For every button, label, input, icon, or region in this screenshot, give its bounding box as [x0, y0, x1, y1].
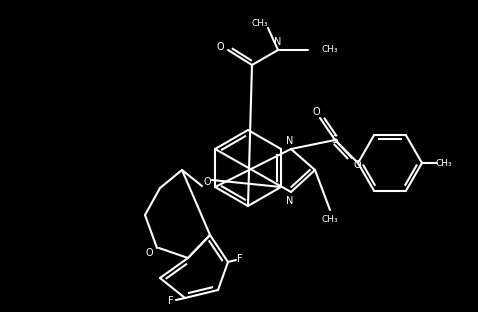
Text: O: O	[145, 248, 153, 258]
Text: O: O	[353, 160, 361, 170]
Text: O: O	[203, 177, 211, 187]
Text: N: N	[274, 37, 282, 47]
Text: CH₃: CH₃	[322, 215, 338, 223]
Text: O: O	[216, 42, 224, 52]
Text: O: O	[312, 107, 320, 117]
Text: CH₃: CH₃	[252, 18, 268, 27]
Text: CH₃: CH₃	[435, 158, 452, 168]
Text: F: F	[168, 296, 174, 306]
Text: N: N	[286, 136, 293, 146]
Text: N: N	[286, 196, 293, 206]
Text: CH₃: CH₃	[322, 46, 338, 55]
Text: S: S	[332, 135, 338, 145]
Text: F: F	[237, 254, 243, 264]
